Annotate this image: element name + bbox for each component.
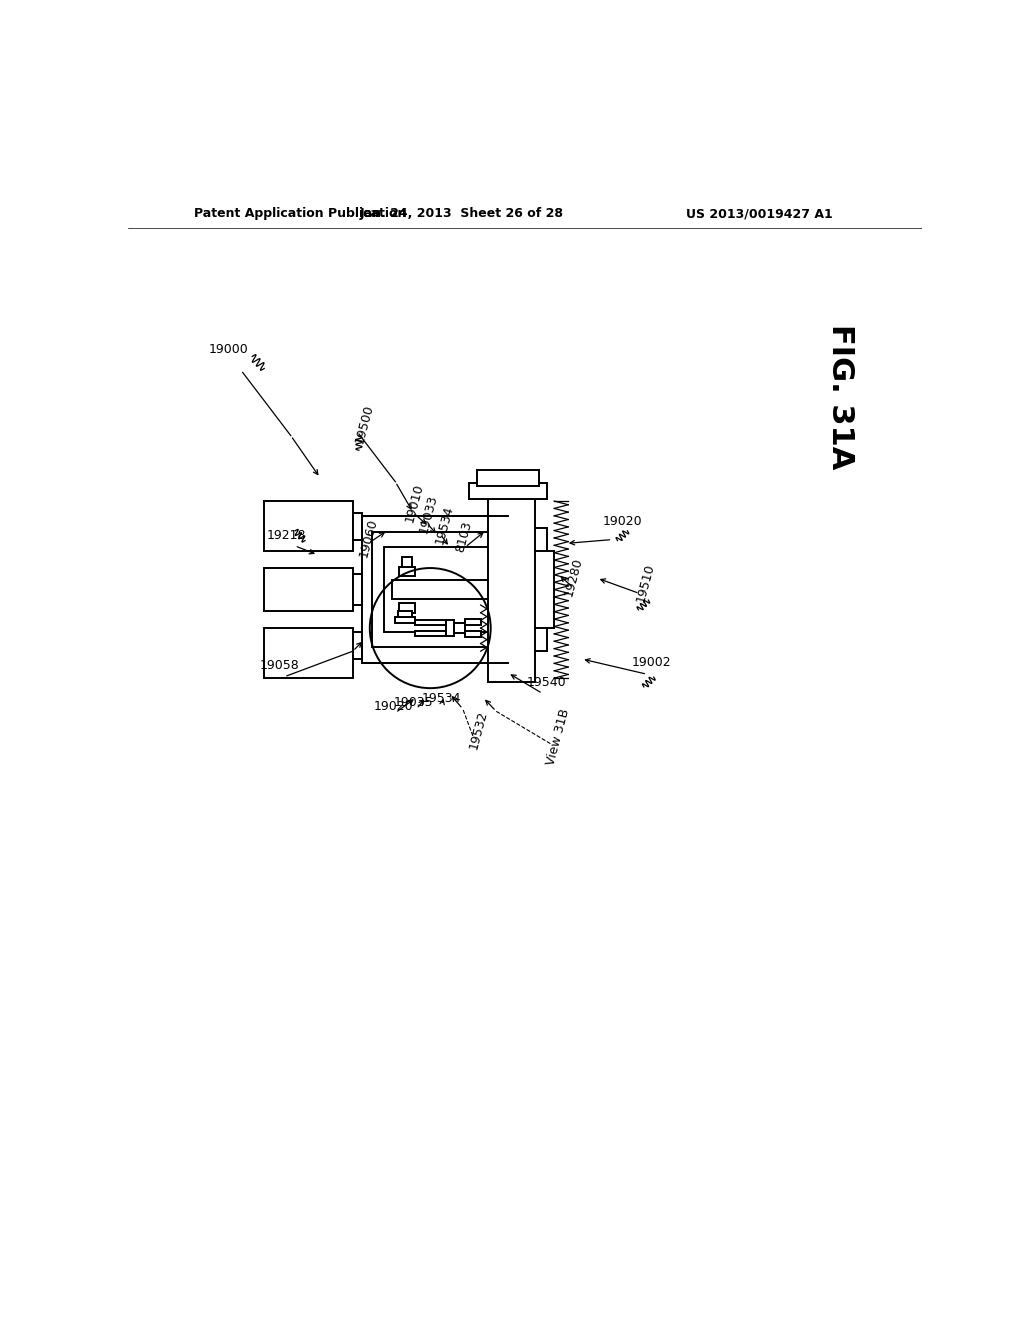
Bar bbox=[384, 548, 493, 632]
Bar bbox=[445, 620, 454, 636]
Text: 19035: 19035 bbox=[393, 696, 433, 709]
Text: Jan. 24, 2013  Sheet 26 of 28: Jan. 24, 2013 Sheet 26 of 28 bbox=[359, 207, 563, 220]
Bar bbox=[395, 616, 415, 623]
Text: Patent Application Publication: Patent Application Publication bbox=[194, 207, 407, 220]
Text: 19000: 19000 bbox=[209, 343, 249, 356]
Bar bbox=[399, 603, 415, 612]
Text: 19540: 19540 bbox=[526, 676, 566, 689]
Bar bbox=[372, 532, 496, 647]
Text: 19002: 19002 bbox=[632, 656, 671, 669]
Text: 19534: 19534 bbox=[422, 693, 462, 705]
Bar bbox=[352, 574, 362, 605]
Bar bbox=[399, 566, 415, 576]
Bar bbox=[263, 628, 352, 678]
Bar bbox=[352, 632, 362, 659]
Text: 19020: 19020 bbox=[373, 700, 413, 713]
Bar bbox=[352, 512, 362, 540]
Bar bbox=[263, 568, 352, 611]
Text: 19534: 19534 bbox=[433, 504, 456, 545]
Bar bbox=[469, 483, 547, 499]
Text: 19010: 19010 bbox=[403, 482, 426, 524]
Bar bbox=[454, 623, 465, 632]
Bar bbox=[391, 581, 493, 599]
Bar bbox=[402, 612, 412, 622]
Text: View 31B: View 31B bbox=[545, 708, 572, 767]
Bar bbox=[465, 631, 480, 638]
Bar bbox=[477, 470, 539, 486]
Text: 19500: 19500 bbox=[353, 403, 376, 445]
Text: 19218: 19218 bbox=[267, 529, 306, 543]
Bar bbox=[397, 611, 412, 616]
Bar bbox=[402, 557, 412, 566]
Text: 19280: 19280 bbox=[562, 556, 585, 598]
Text: 19033: 19033 bbox=[418, 494, 440, 535]
Bar bbox=[488, 498, 535, 682]
Text: 19060: 19060 bbox=[356, 517, 380, 558]
Text: US 2013/0019427 A1: US 2013/0019427 A1 bbox=[686, 207, 833, 220]
Text: 19020: 19020 bbox=[603, 515, 642, 528]
Bar bbox=[362, 516, 508, 663]
Text: 19532: 19532 bbox=[467, 710, 489, 751]
Text: 8103: 8103 bbox=[454, 520, 474, 554]
Bar bbox=[263, 502, 352, 552]
Bar bbox=[415, 620, 445, 626]
Text: FIG. 31A: FIG. 31A bbox=[826, 325, 855, 470]
Bar bbox=[465, 619, 480, 626]
Text: 19058: 19058 bbox=[259, 659, 299, 672]
Bar bbox=[415, 631, 445, 636]
Text: 19510: 19510 bbox=[634, 562, 656, 605]
